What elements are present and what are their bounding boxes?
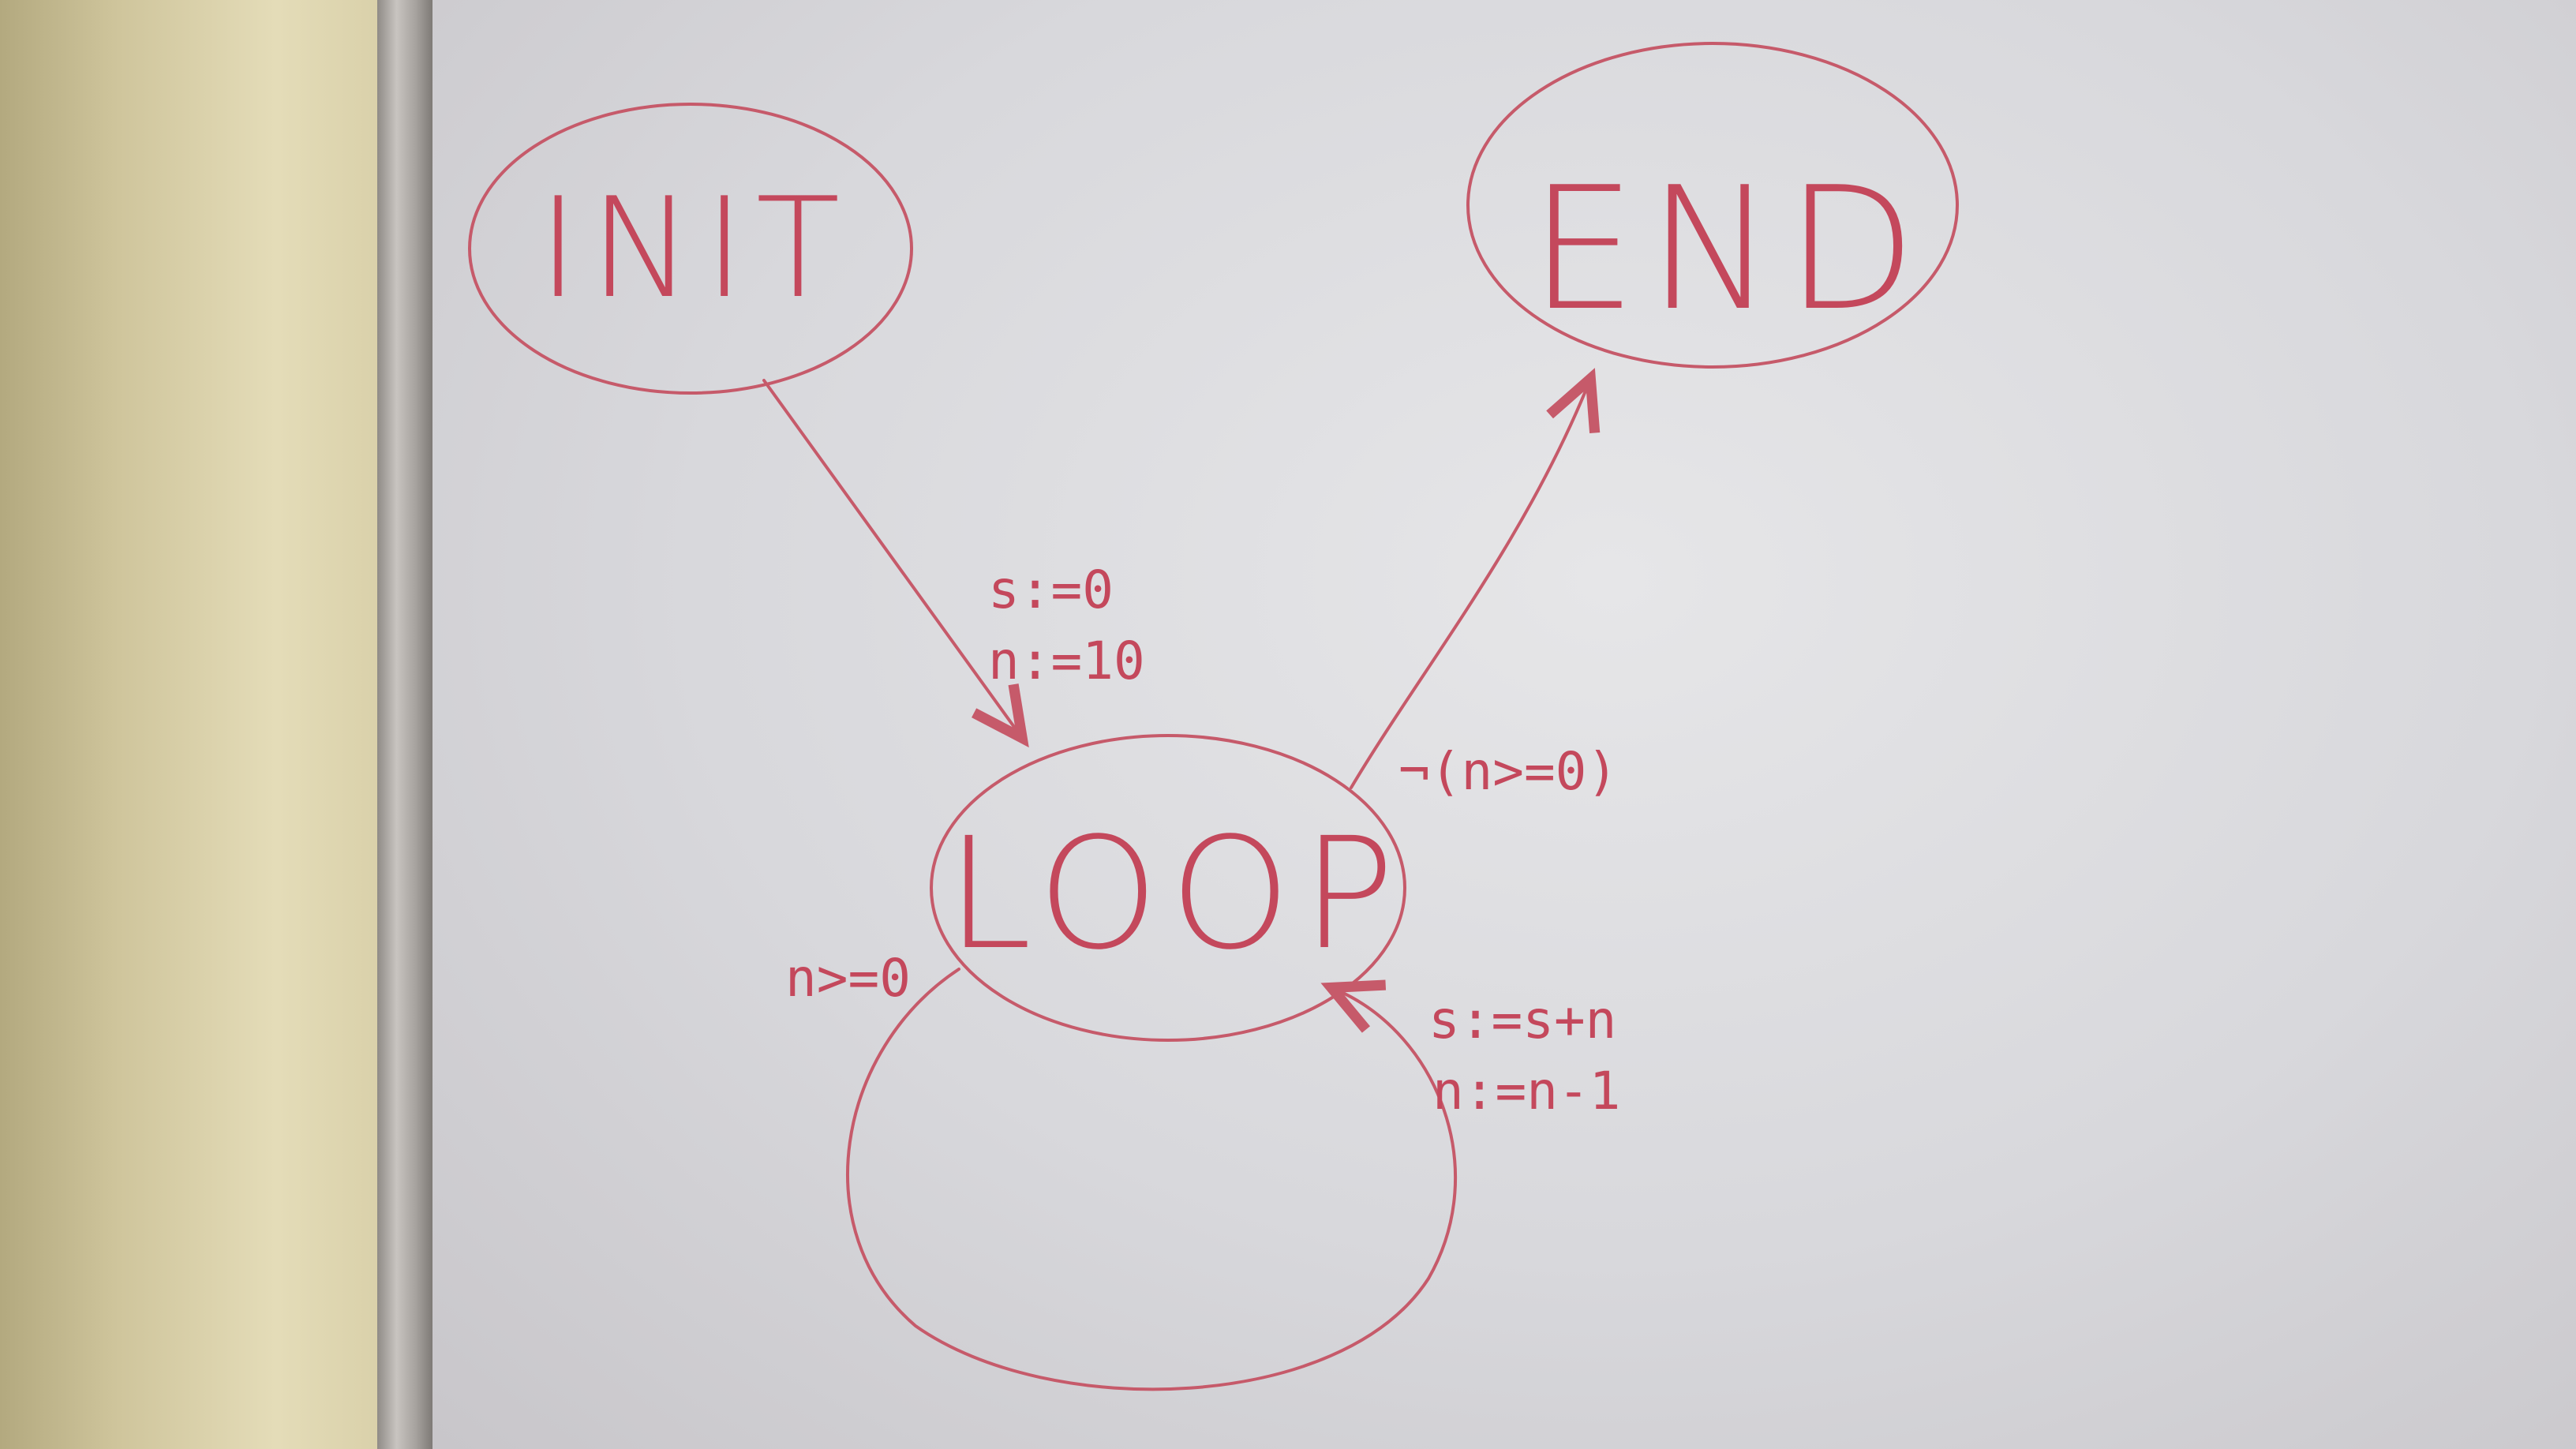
whiteboard-frame (377, 0, 432, 1449)
state-loop: LOOP (930, 734, 1406, 1042)
transition-loop-self-assign-s: s:=s+n (1428, 990, 1616, 1050)
state-end-label: END (1530, 150, 1927, 348)
state-end: END (1466, 42, 1959, 369)
transition-init-loop-assign-s: s:=0 (988, 560, 1114, 620)
transition-init-loop-arrow (762, 379, 1029, 748)
whiteboard-surface (432, 0, 2576, 1449)
state-init-circle (468, 103, 913, 395)
transition-init-loop: s:=0 n:=10 (762, 379, 1145, 748)
state-loop-label: LOOP (946, 804, 1406, 983)
state-init-label: INIT (537, 169, 851, 329)
transition-loop-self-guard: n>=0 (785, 948, 911, 1009)
wall (0, 0, 395, 1449)
state-loop-circle (930, 734, 1406, 1042)
state-end-circle (1466, 42, 1959, 369)
transition-loop-end-arrow (1350, 368, 1601, 789)
transition-init-loop-assign-n: n:=10 (988, 631, 1145, 691)
transition-loop-self: n>=0 s:=s+n n:=n-1 (785, 948, 1620, 1391)
state-init: INIT (468, 103, 913, 395)
transition-loop-self-arrow (846, 968, 1457, 1391)
transition-loop-end-guard: ¬(n>=0) (1398, 741, 1618, 802)
transition-loop-self-assign-n: n:=n-1 (1432, 1061, 1620, 1121)
transition-loop-end: ¬(n>=0) (1350, 368, 1618, 802)
